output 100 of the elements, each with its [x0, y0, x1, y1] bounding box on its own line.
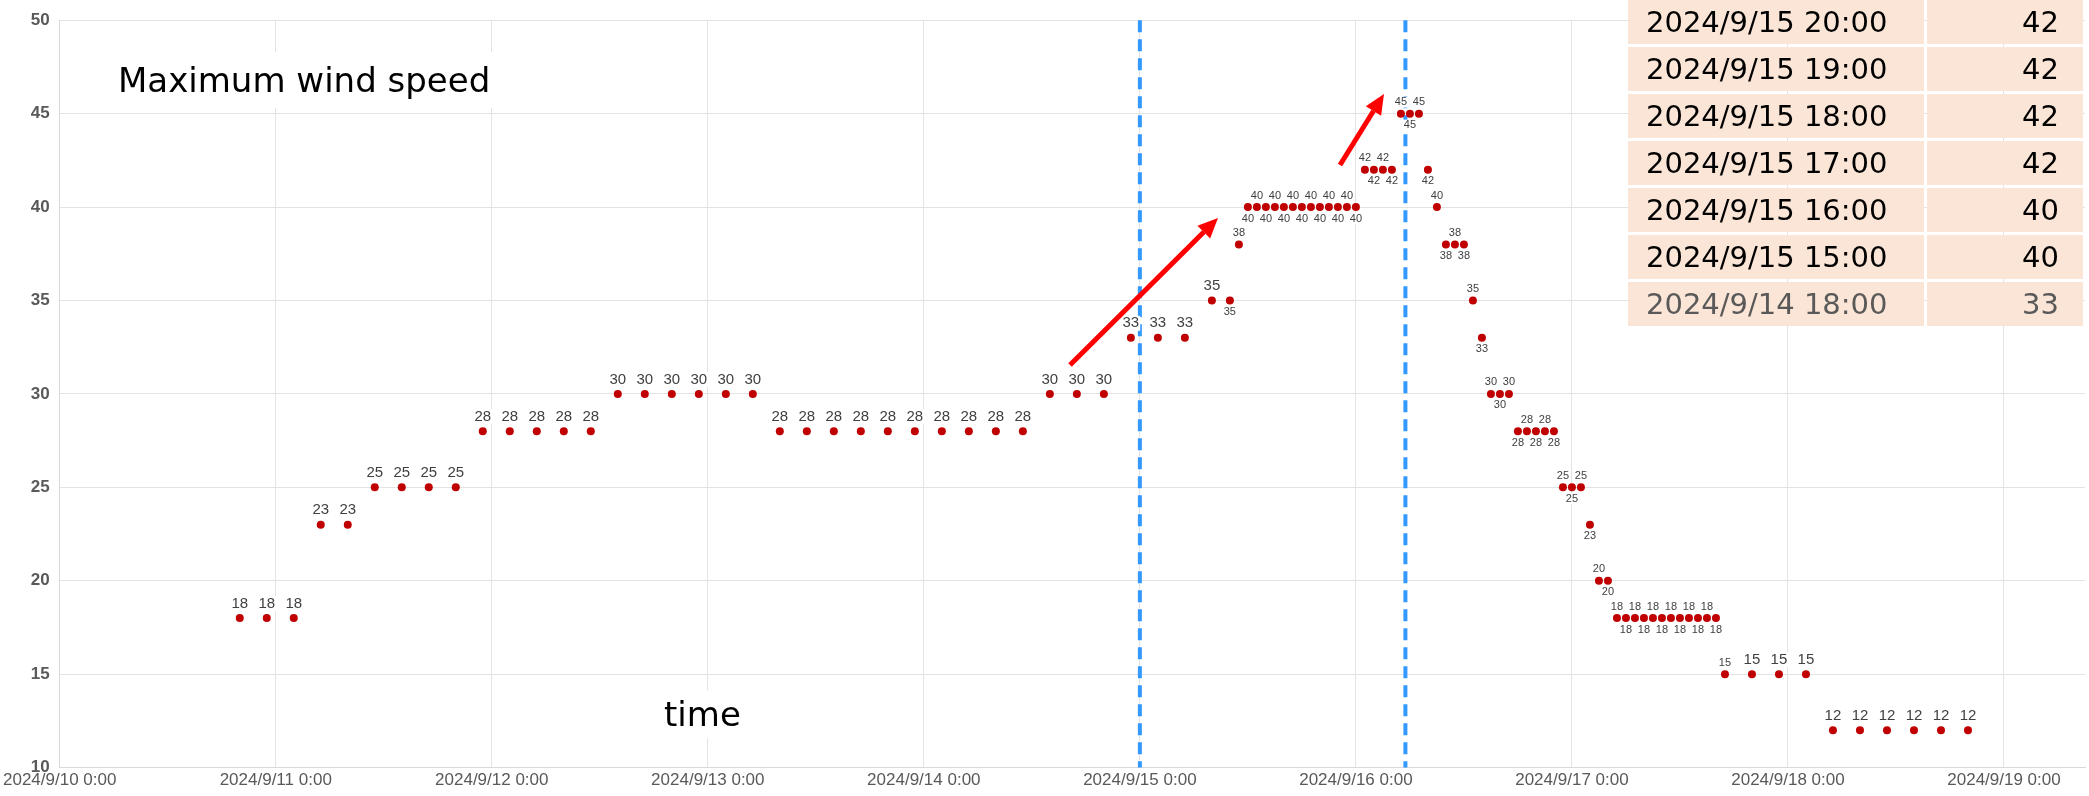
data-label: 12	[1851, 705, 1869, 723]
data-label: 30	[636, 369, 654, 387]
data-label: 40	[1313, 211, 1327, 224]
data-label: 30	[609, 369, 627, 387]
data-label: 18	[1610, 599, 1624, 612]
y-tick-label: 35	[30, 290, 50, 310]
data-label: 18	[1646, 599, 1660, 612]
data-label: 42	[1358, 151, 1372, 164]
data-label: 28	[852, 406, 870, 424]
data-label: 35	[1203, 276, 1221, 294]
data-label: 40	[1295, 211, 1309, 224]
data-label: 15	[1718, 655, 1732, 668]
data-label: 40	[1322, 188, 1336, 201]
data-label: 12	[1824, 705, 1842, 723]
annotation: 2024/9/15 16:00	[1628, 188, 1924, 232]
x-tick-label: 2024/9/16 0:00	[1299, 770, 1413, 790]
data-label: 35	[1466, 282, 1480, 295]
data-label: 18	[231, 593, 249, 611]
annotation: 42	[1927, 141, 2083, 185]
x-axis-title: time	[650, 690, 755, 738]
annotation: 42	[1927, 94, 2083, 138]
x-tick-label: 2024/9/15 0:00	[1083, 770, 1197, 790]
data-label: 12	[1932, 705, 1950, 723]
annotation: 42	[1927, 0, 2083, 44]
data-label: 28	[960, 406, 978, 424]
y-tick-label: 15	[30, 663, 50, 683]
data-label: 30	[744, 369, 762, 387]
data-label: 35	[1223, 305, 1237, 318]
annotation: 33	[1927, 282, 2083, 326]
y-tick-label: 45	[30, 103, 50, 123]
x-tick-label: 2024/9/19 0:00	[1947, 770, 2061, 790]
annotation: 42	[1927, 47, 2083, 91]
data-label: 28	[1538, 412, 1552, 425]
data-label: 18	[1673, 622, 1687, 635]
data-label: 18	[1682, 599, 1696, 612]
data-label: 28	[528, 406, 546, 424]
data-label: 28	[474, 406, 492, 424]
data-label: 40	[1331, 211, 1345, 224]
data-label: 28	[933, 406, 951, 424]
data-label: 18	[285, 593, 303, 611]
x-tick-label: 2024/9/17 0:00	[1515, 770, 1629, 790]
data-label: 40	[1241, 211, 1255, 224]
data-label: 25	[393, 462, 411, 480]
data-label: 28	[1511, 435, 1525, 448]
data-label: 40	[1430, 188, 1444, 201]
annotation: 40	[1927, 188, 2083, 232]
annotation: 2024/9/15 19:00	[1628, 47, 1924, 91]
data-label: 38	[1457, 248, 1471, 261]
data-label: 33	[1475, 342, 1489, 355]
data-label: 28	[825, 406, 843, 424]
data-label: 23	[339, 500, 357, 518]
x-tick-label: 2024/9/14 0:00	[867, 770, 981, 790]
data-label: 30	[1493, 398, 1507, 411]
data-label: 28	[582, 406, 600, 424]
data-label: 30	[717, 369, 735, 387]
data-label: 18	[1691, 622, 1705, 635]
data-label: 28	[987, 406, 1005, 424]
y-tick-label: 40	[30, 196, 50, 216]
data-label: 25	[420, 462, 438, 480]
data-label: 18	[1619, 622, 1633, 635]
data-label: 45	[1394, 95, 1408, 108]
data-label: 28	[771, 406, 789, 424]
data-label: 25	[366, 462, 384, 480]
data-label: 28	[501, 406, 519, 424]
data-label: 18	[258, 593, 276, 611]
data-label: 40	[1250, 188, 1264, 201]
data-label: 30	[1502, 375, 1516, 388]
data-label: 38	[1439, 248, 1453, 261]
data-label: 30	[690, 369, 708, 387]
data-label: 38	[1448, 225, 1462, 238]
y-tick-label: 20	[30, 570, 50, 590]
data-label: 25	[1556, 468, 1570, 481]
text: Maximum wind speed	[100, 52, 509, 108]
data-label: 33	[1176, 313, 1194, 331]
data-label: 30	[1068, 369, 1086, 387]
data-label: 30	[663, 369, 681, 387]
data-label: 20	[1592, 562, 1606, 575]
data-label: 33	[1122, 313, 1140, 331]
data-label: 40	[1304, 188, 1318, 201]
data-label: 28	[798, 406, 816, 424]
data-label: 28	[1529, 435, 1543, 448]
x-tick-label: 2024/9/11 0:00	[219, 770, 332, 790]
data-label: 15	[1743, 649, 1761, 667]
y-tick-label: 25	[30, 477, 50, 497]
data-label: 40	[1286, 188, 1300, 201]
data-label: 25	[1574, 468, 1588, 481]
data-label: 42	[1421, 174, 1435, 187]
data-label: 18	[1709, 622, 1723, 635]
x-tick-label: 2024/9/18 0:00	[1731, 770, 1845, 790]
data-label: 18	[1664, 599, 1678, 612]
data-label: 12	[1878, 705, 1896, 723]
data-label: 18	[1628, 599, 1642, 612]
data-label: 45	[1403, 118, 1417, 131]
annotation: 2024/9/15 18:00	[1628, 94, 1924, 138]
x-tick-label: 2024/9/12 0:00	[435, 770, 549, 790]
annotation: 2024/9/15 15:00	[1628, 235, 1924, 279]
data-label: 40	[1268, 188, 1282, 201]
data-label: 40	[1349, 211, 1363, 224]
data-label: 28	[555, 406, 573, 424]
data-label: 30	[1095, 369, 1113, 387]
